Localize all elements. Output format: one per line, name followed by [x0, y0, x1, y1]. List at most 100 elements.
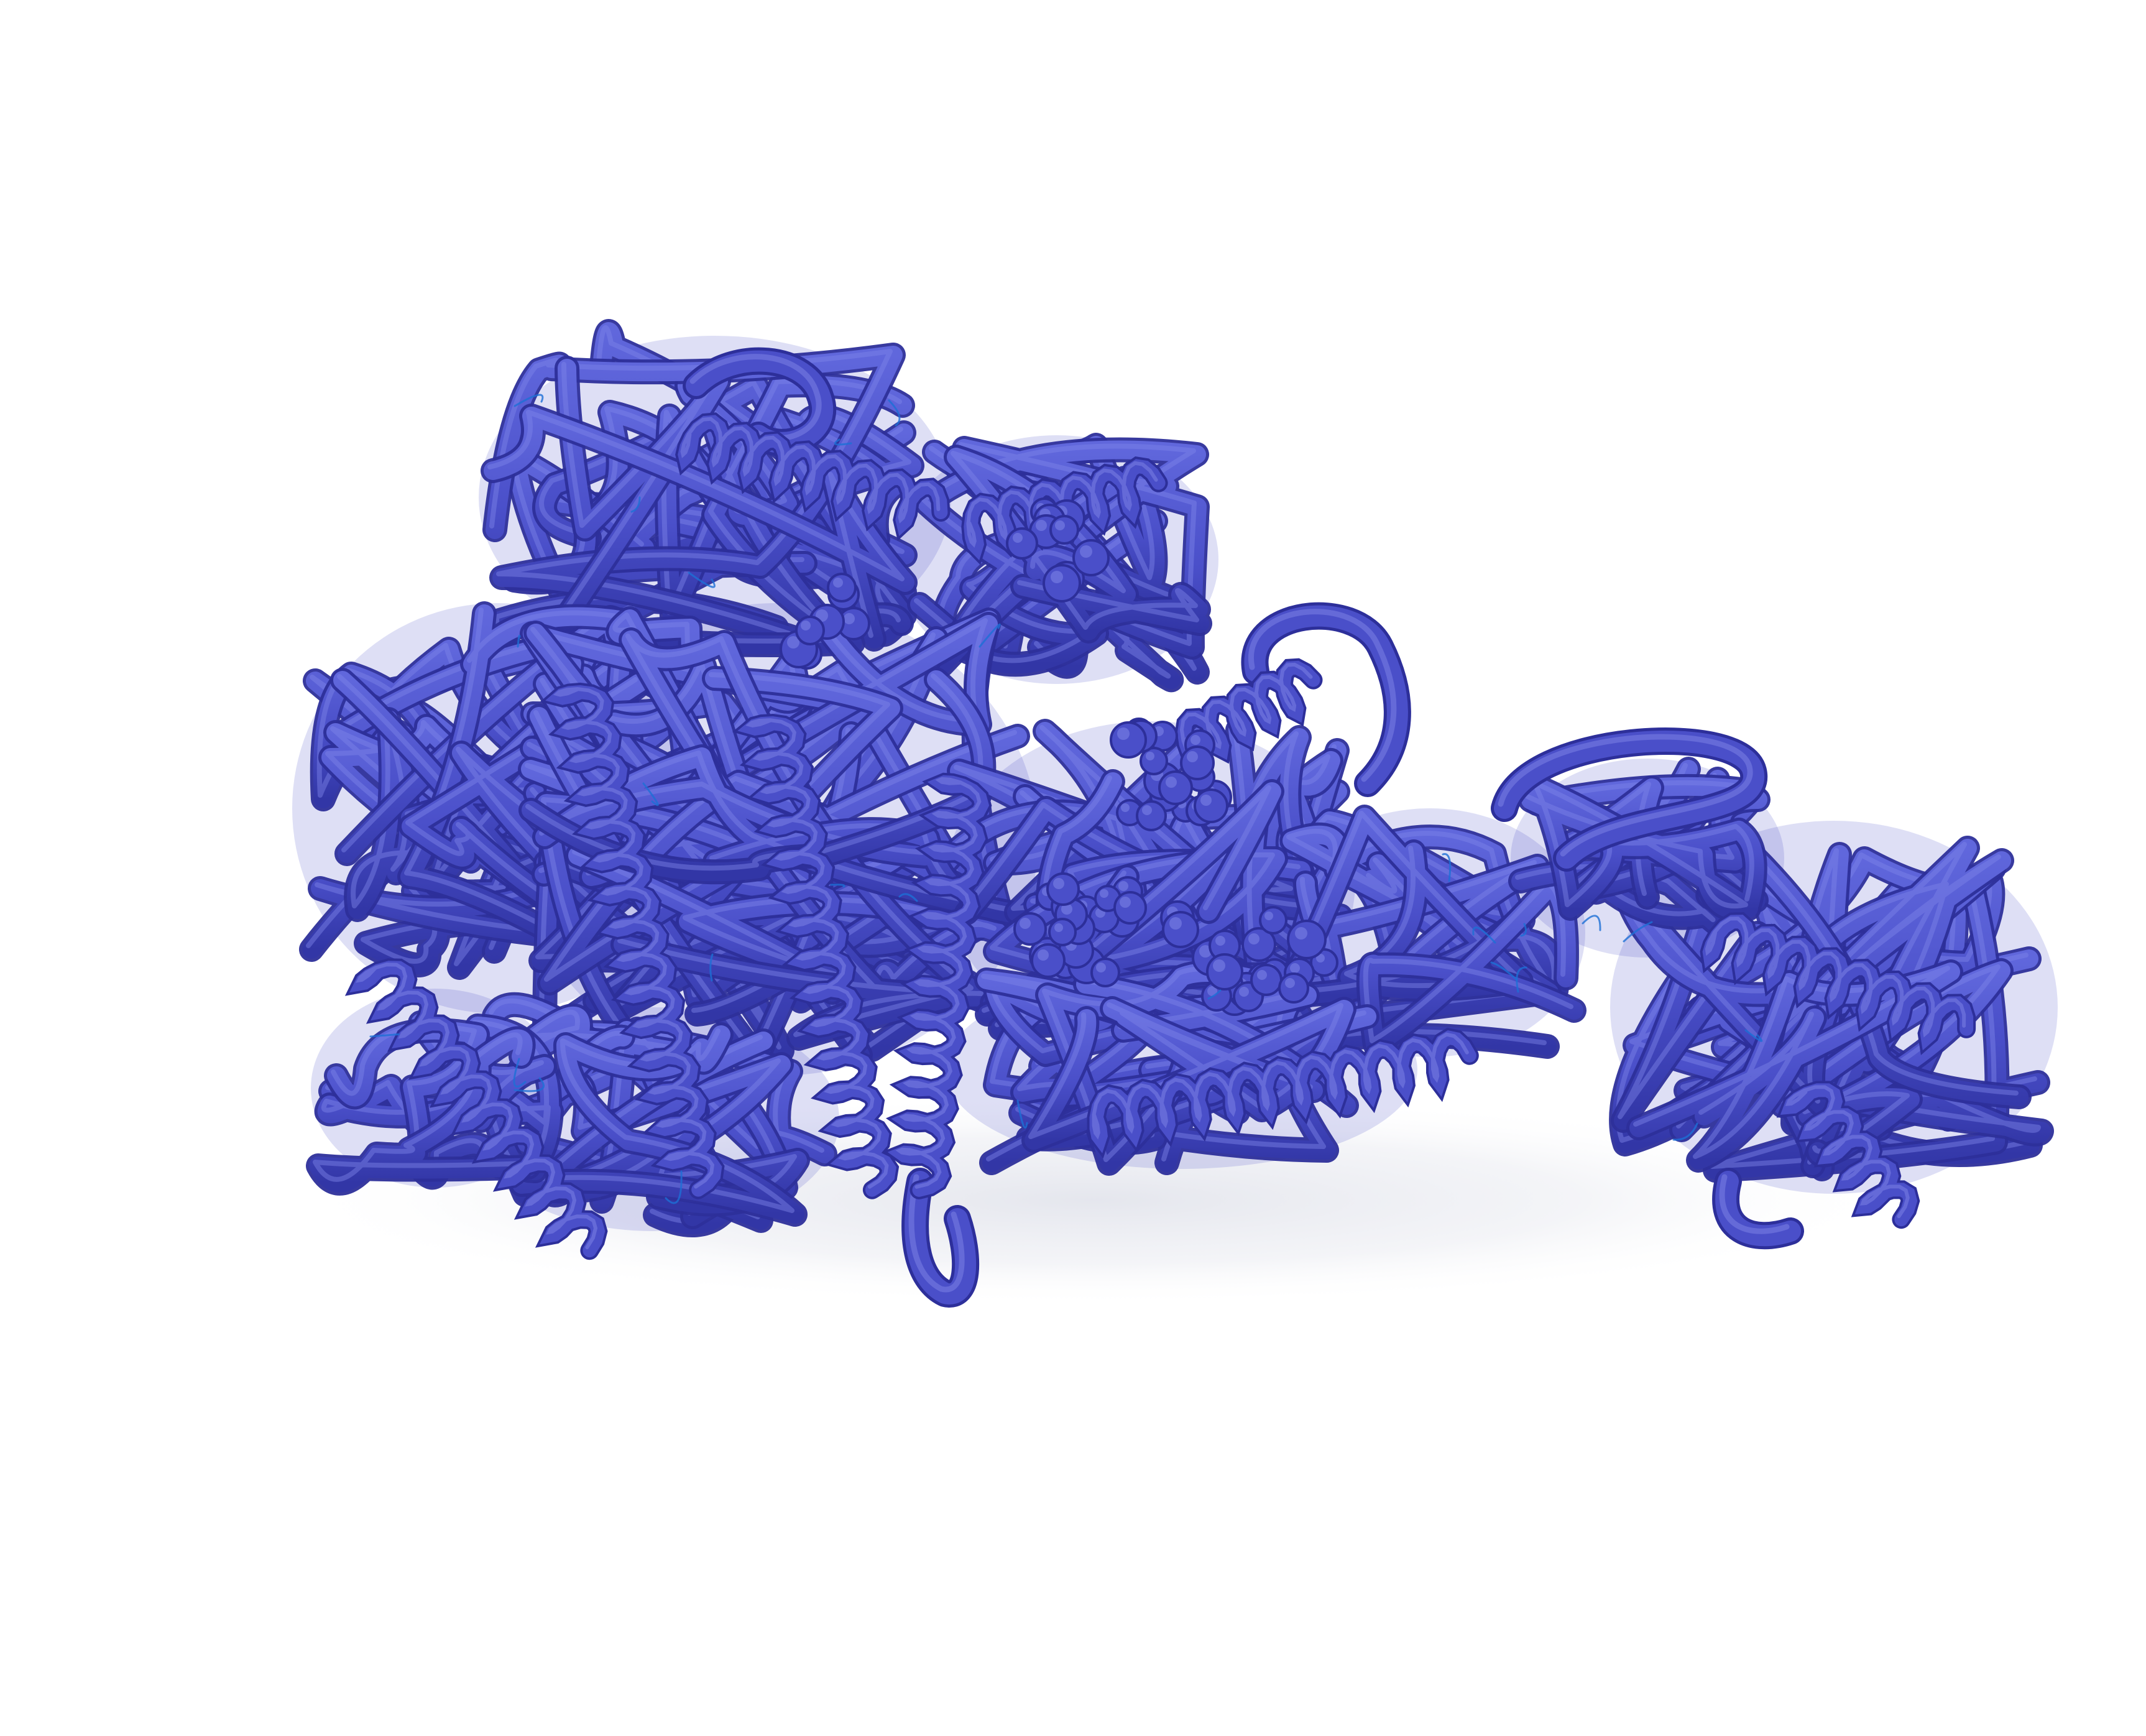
- fiber: [830, 884, 845, 888]
- bead-highlight: [1121, 803, 1130, 812]
- helix-highlight: [1179, 662, 1313, 762]
- fiber: [1516, 966, 1527, 993]
- bead: [1278, 972, 1309, 1004]
- helix-highlight: [1092, 1032, 1469, 1140]
- bead-highlight: [1257, 970, 1267, 980]
- fiber: [979, 623, 1001, 648]
- loop: [905, 1171, 977, 1304]
- strand-highlight: [1278, 811, 1521, 995]
- bead-highlight: [801, 621, 811, 630]
- fiber: [1623, 921, 1653, 943]
- fiber: [1016, 1099, 1028, 1129]
- fiber: [642, 782, 659, 806]
- bead-highlight: [1207, 986, 1217, 996]
- helix-highlight: [1705, 916, 1966, 1038]
- bead: [1250, 964, 1283, 996]
- bead-highlight: [1215, 936, 1225, 946]
- strand-highlight: [487, 410, 905, 638]
- bead: [1031, 943, 1066, 978]
- helix-highlight: [680, 417, 941, 524]
- bead-highlight: [1096, 963, 1106, 972]
- fiber: [369, 1033, 400, 1038]
- strand-highlight: [539, 750, 1013, 912]
- model-fibers: [369, 394, 1763, 1204]
- helix: [545, 685, 722, 1197]
- fiber: [688, 571, 716, 588]
- model-bead-clusters: [780, 497, 1338, 1016]
- helix-highlight: [745, 718, 889, 1189]
- bead-highlight: [1187, 751, 1198, 762]
- bead-highlight: [1051, 571, 1063, 583]
- helix-highlight: [553, 686, 715, 1189]
- bead: [827, 573, 857, 603]
- bead-highlight: [1264, 912, 1273, 920]
- fiber: [1472, 926, 1496, 944]
- loop-highlight: [1498, 734, 1753, 857]
- fiber: [513, 1058, 527, 1088]
- fiber: [1520, 923, 1527, 937]
- bead-highlight: [1055, 520, 1065, 530]
- bead: [1162, 911, 1199, 948]
- protein-model: [292, 319, 2058, 1308]
- bead-highlight: [1020, 918, 1031, 929]
- loop-highlight: [1719, 1174, 1790, 1234]
- helix: [1780, 1083, 1918, 1227]
- helix: [887, 775, 990, 1197]
- bead: [1259, 906, 1287, 935]
- bead-highlight: [1146, 752, 1154, 760]
- bead-highlight: [1036, 520, 1047, 531]
- fiber: [513, 1077, 545, 1092]
- strand: [484, 407, 914, 649]
- strand-highlight: [1525, 780, 1754, 909]
- bead-highlight: [1100, 889, 1108, 898]
- strand: [1521, 777, 1764, 920]
- bead-highlight: [1285, 978, 1295, 988]
- bead: [1194, 788, 1228, 823]
- bead: [1013, 912, 1047, 946]
- bead: [1110, 721, 1147, 759]
- helix-highlight: [356, 963, 598, 1250]
- bead-highlight: [833, 578, 843, 588]
- bead-highlight: [1118, 881, 1128, 891]
- fiber: [1490, 961, 1518, 981]
- fiber: [834, 438, 852, 446]
- bead-highlight: [1054, 923, 1063, 932]
- fiber: [1582, 915, 1601, 931]
- bead-highlight: [1013, 533, 1023, 543]
- bead-highlight: [1038, 949, 1049, 961]
- fiber: [1207, 989, 1222, 1000]
- fiber: [888, 399, 901, 427]
- fiber: [709, 953, 714, 982]
- fiber: [898, 893, 918, 902]
- bead: [1287, 920, 1327, 959]
- strand: [1672, 839, 2011, 1175]
- bead-highlight: [1248, 933, 1260, 944]
- bead-highlight: [1316, 954, 1325, 963]
- model-helices: [344, 412, 1976, 1260]
- bead-highlight: [1120, 897, 1131, 908]
- strand: [1773, 961, 2010, 1165]
- bead-highlight: [1200, 795, 1212, 806]
- strand-highlight: [921, 442, 1197, 664]
- bead: [1043, 564, 1081, 603]
- bead: [1006, 527, 1038, 560]
- bead: [1113, 891, 1147, 925]
- bead: [1090, 958, 1120, 987]
- bead-highlight: [1061, 903, 1072, 915]
- fiber: [1672, 1122, 1698, 1141]
- bead: [1072, 539, 1110, 576]
- bead-highlight: [1295, 927, 1307, 940]
- bead-highlight: [1190, 735, 1200, 745]
- bead: [1049, 515, 1079, 545]
- loop-highlight: [1248, 609, 1397, 782]
- bead-highlight: [844, 613, 855, 624]
- helix-highlight: [1785, 1085, 1910, 1219]
- bead: [1180, 746, 1215, 780]
- fiber: [1442, 853, 1452, 882]
- fiber: [630, 496, 641, 513]
- loop-highlight: [908, 1174, 965, 1293]
- bead-highlight: [787, 636, 799, 649]
- fiber: [1744, 1029, 1763, 1042]
- bead-highlight: [1080, 545, 1092, 558]
